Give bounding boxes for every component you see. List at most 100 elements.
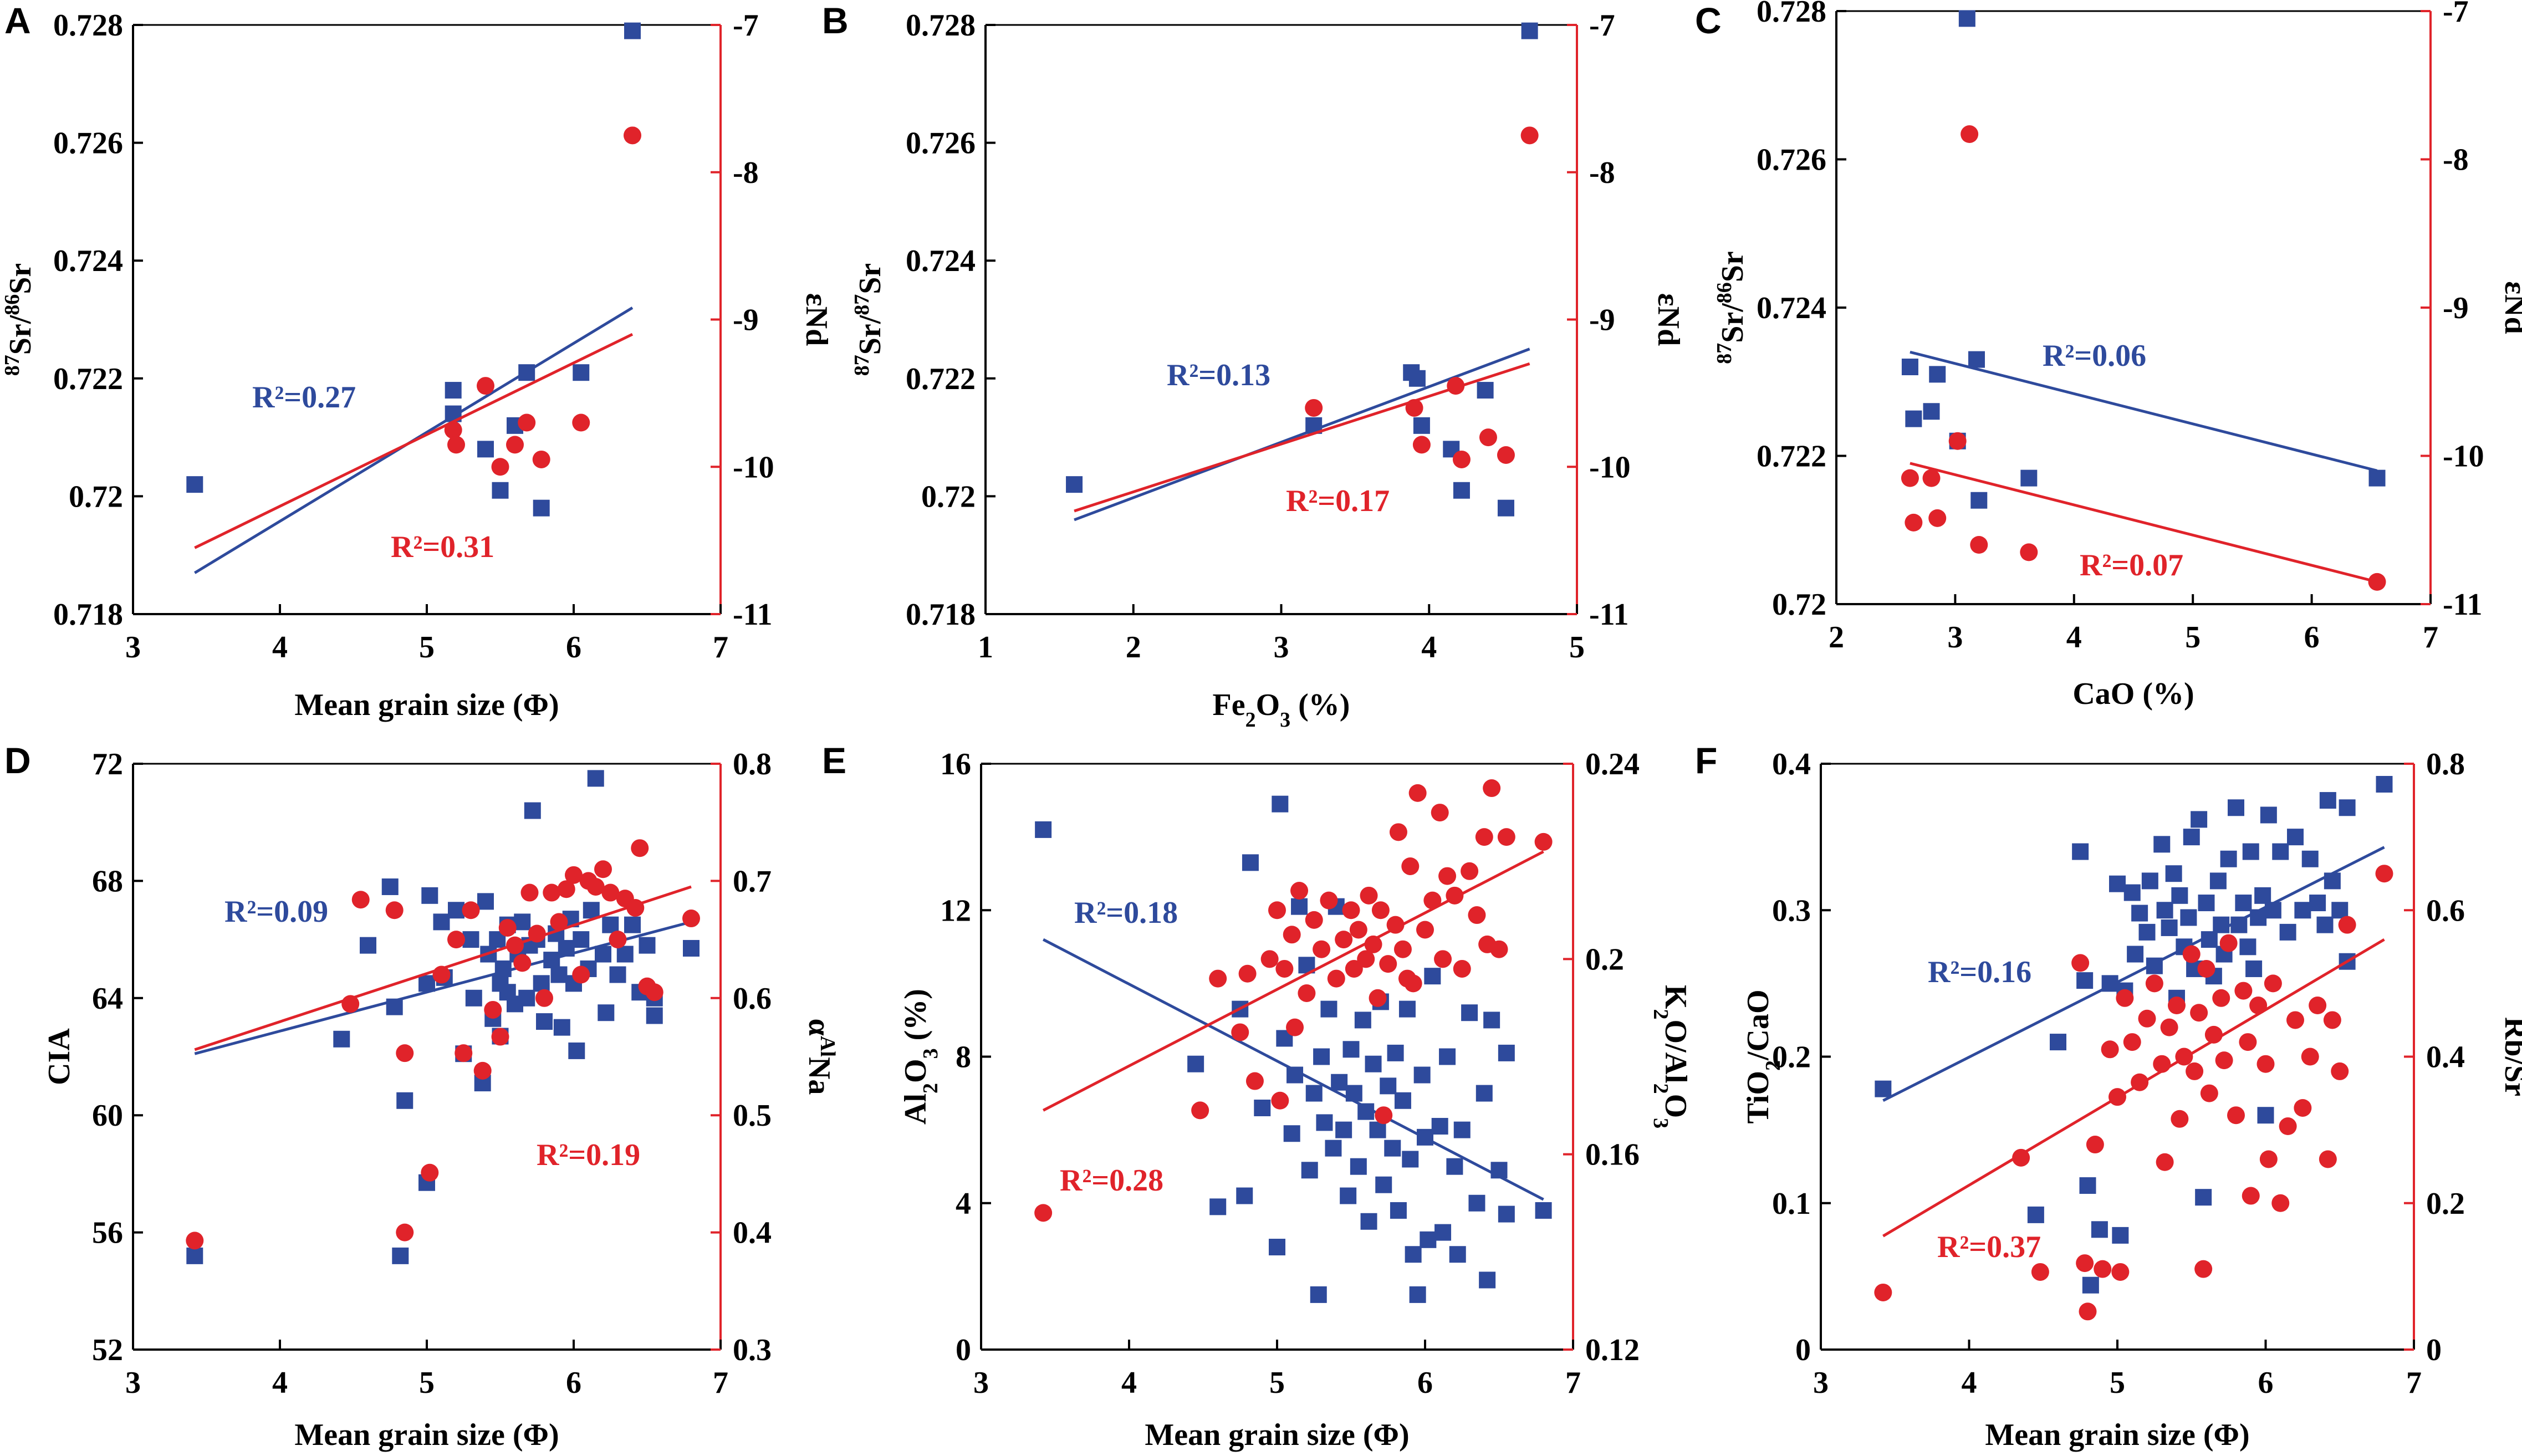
panel-b-yr-tick-label: -9	[1589, 303, 1615, 338]
panel-f-red-circle-point	[2219, 934, 2238, 952]
panel-f-yl-tick-label: 0.4	[1772, 747, 1811, 781]
panel-e-blue-square-point	[1035, 821, 1052, 838]
panel-f-x-tick-label: 6	[2258, 1366, 2274, 1400]
panel-a-r2-blue: R²=0.27	[252, 380, 356, 415]
panel-b-yr-tick-label: -10	[1589, 450, 1631, 484]
panel-e-yl-tick-label: 4	[956, 1187, 971, 1221]
panel-e-blue-square-point	[1342, 1041, 1360, 1058]
panel-f-red-circle-point	[2212, 989, 2230, 1007]
panel-f-blue-fit-line	[1882, 846, 2385, 1102]
panel-a-x-tick-label: 7	[713, 630, 728, 665]
panel-a-red-circle-point	[532, 450, 550, 468]
panel-f-red-circle-point	[2160, 1018, 2178, 1036]
panel-e-blue-square-point	[1305, 1085, 1323, 1102]
panel-c-blue-square-point	[2020, 469, 2038, 487]
panel-e-red-circle-point	[1497, 828, 1515, 846]
panel-e-blue-square-point	[1291, 898, 1308, 915]
panel-f-blue-square-point	[2209, 872, 2227, 890]
panel-f-blue-square-point	[2235, 895, 2252, 912]
panel-e-blue-square-point	[1340, 1187, 1357, 1204]
panel-e-x-tick-label: 3	[973, 1366, 989, 1400]
panel-d-red-circle-point	[557, 880, 575, 898]
panel-b-yl-tick-label: 0.726	[906, 126, 976, 161]
panel-e-blue-square-point	[1402, 1151, 1419, 1168]
panel-f-yl-tick-label: 0	[1795, 1333, 1811, 1367]
panel-e-red-circle-point	[1364, 935, 1382, 953]
panel-d-red-circle-point	[396, 1044, 414, 1062]
panel-f-blue-square-point	[2250, 909, 2267, 926]
panel-c-yl-tick-label: 0.72	[1772, 587, 1826, 622]
panel-e-red-circle-point	[1345, 959, 1363, 978]
panel-a-yl-tick-label: 0.718	[53, 597, 123, 632]
panel-f-red-circle-point	[1874, 1283, 1892, 1301]
panel-d-red-circle-point	[626, 899, 645, 917]
panel-f-blue-square-point	[2331, 902, 2349, 919]
panel-f-x-tick-label: 3	[1813, 1366, 1829, 1400]
panel-c-blue-square-point	[1923, 403, 1940, 420]
panel-e-red-circle-point	[1446, 886, 1464, 905]
panel-f-blue-square-point	[2027, 1206, 2044, 1223]
panel-e-blue-square-point	[1286, 1066, 1304, 1084]
panel-d-blue-square-point	[558, 939, 575, 957]
panel-c-blue-square-point	[1968, 351, 1985, 368]
panel-c-y-right-label: εNd	[2498, 281, 2522, 334]
panel-e-blue-square-point	[1354, 1011, 1371, 1029]
panel-f-blue-square-point	[2127, 946, 2144, 963]
panel-e-red-circle-point	[1438, 867, 1457, 885]
panel-b-yl-tick-label: 0.728	[906, 8, 976, 43]
panel-e-blue-square-point	[1365, 1055, 1382, 1072]
panel-e-blue-square-point	[1449, 1246, 1466, 1263]
panel-b-x-tick-label: 3	[1274, 630, 1289, 665]
panel-e-blue-square-point	[1375, 1176, 1392, 1193]
panel-b-letter: B	[822, 0, 849, 41]
panel-a-red-circle-point	[491, 458, 509, 476]
panel-c-red-circle-point	[1922, 469, 1941, 487]
panel-e-x-tick-label: 7	[1565, 1366, 1581, 1400]
panel-b-y-left-label: 87Sr/87Sr	[850, 263, 887, 376]
panel-d-blue-square-point	[583, 902, 600, 919]
panel-a-yl-tick-label: 0.72	[69, 479, 123, 514]
panel-f-red-circle-point	[2227, 1106, 2245, 1125]
panel-c-yr-tick-label: -9	[2443, 291, 2469, 325]
panel-e-blue-square-point	[1409, 1286, 1426, 1303]
panel-d-blue-square-point	[518, 989, 535, 1007]
panel-d-blue-square-point	[333, 1030, 350, 1048]
panel-c-blue-square-point	[2368, 469, 2386, 487]
panel-c-yl-tick-label: 0.728	[1757, 0, 1826, 29]
panel-a-blue-square-point	[624, 22, 641, 39]
panel-f-blue-square-point	[2183, 829, 2200, 846]
panel-d-blue-square-point	[514, 913, 531, 931]
panel-c-r2-red: R²=0.07	[2080, 548, 2183, 583]
panel-f-red-circle-point	[2286, 1011, 2304, 1029]
panel-e-red-circle-point	[1305, 911, 1323, 929]
panel-e-red-circle-point	[1369, 989, 1387, 1007]
panel-e-blue-square-point	[1380, 1077, 1397, 1095]
panel-b-yl-tick-label: 0.722	[906, 362, 976, 396]
panel-e-red-circle-point	[1461, 862, 1479, 880]
panel-d-yr-tick-label: 0.8	[733, 747, 772, 781]
panel-e-red-circle-point	[1290, 882, 1309, 900]
panel-c-red-circle-point	[1928, 509, 1947, 527]
panel-e-blue-square-point	[1390, 1202, 1407, 1219]
panel-b-r2-blue: R²=0.13	[1167, 358, 1270, 392]
panel-a-blue-square-point	[186, 476, 203, 493]
panel-e-blue-square-point	[1236, 1187, 1253, 1204]
panel-f-blue-square-point	[2050, 1034, 2066, 1051]
panel-c-y-left-label: 87Sr/86Sr	[1713, 251, 1750, 364]
panel-e-x-tick-label: 6	[1417, 1366, 1433, 1400]
panel-d-x-label: Mean grain size (Φ)	[294, 1418, 559, 1452]
panel-e-blue-square-point	[1335, 1121, 1352, 1138]
panel-b-x-tick-label: 4	[1421, 630, 1437, 665]
panel-d-yr-tick-label: 0.7	[733, 864, 772, 898]
panel-f-x-label: Mean grain size (Φ)	[1985, 1418, 2249, 1452]
panel-e-blue-square-point	[1417, 1128, 1433, 1146]
panel-a-blue-square-point	[445, 382, 462, 399]
panel-d-blue-square-point	[598, 1004, 615, 1021]
panel-f-red-circle-point	[2168, 997, 2186, 1015]
panel-b-x-label: Fe2O3 (%)	[1213, 688, 1350, 732]
panel-d-blue-square-point	[646, 1007, 663, 1024]
panel-f-yl-tick-label: 0.2	[1772, 1040, 1811, 1075]
panel-e-red-circle-point	[1231, 1023, 1249, 1041]
panel-b-y-right-label: εNd	[1651, 293, 1686, 346]
panel-d-x-tick-label: 7	[713, 1366, 728, 1400]
